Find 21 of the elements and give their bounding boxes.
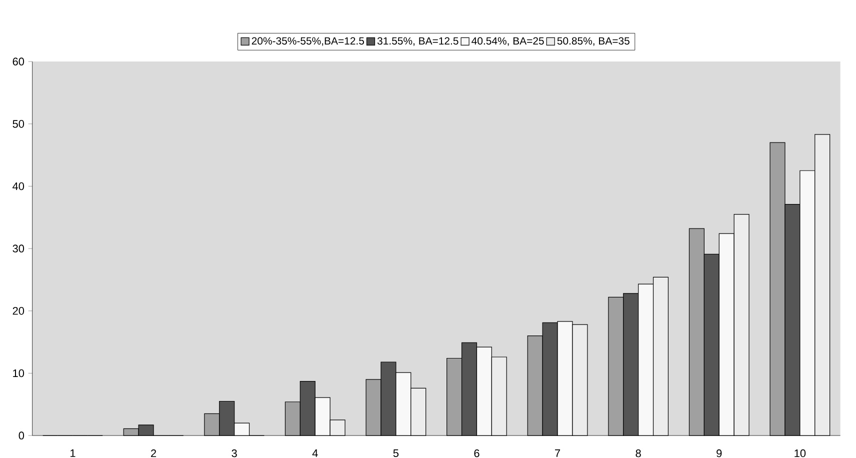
x-tick-label: 9 (716, 449, 722, 458)
y-tick-label: 40 (12, 182, 24, 190)
legend-label: 31.55%, BA=12.5 (377, 37, 458, 46)
x-tick-label: 4 (312, 449, 318, 457)
y-tick-label: 20 (12, 307, 24, 315)
y-tick-label: 0 (18, 432, 24, 440)
x-tick-label: 2 (151, 449, 156, 458)
legend-label: 50.85%, BA=35 (557, 37, 630, 46)
y-tick-label: 30 (12, 244, 24, 252)
x-tick-label: 7 (555, 449, 560, 457)
x-tick-label: 10 (794, 449, 806, 458)
x-tick-label: 5 (393, 449, 399, 458)
x-tick-label: 6 (474, 449, 480, 458)
y-tick-label: 60 (12, 58, 24, 66)
y-tick-label: 10 (13, 369, 24, 378)
x-tick-label: 8 (636, 449, 641, 458)
x-tick-label: 1 (70, 449, 76, 457)
legend-label: 20%-35%-55%,BA=12.5 (252, 37, 364, 46)
legend-label: 40.54%, BA=25 (472, 37, 544, 46)
y-tick-label: 50 (12, 120, 24, 128)
x-tick-label: 3 (232, 449, 237, 458)
